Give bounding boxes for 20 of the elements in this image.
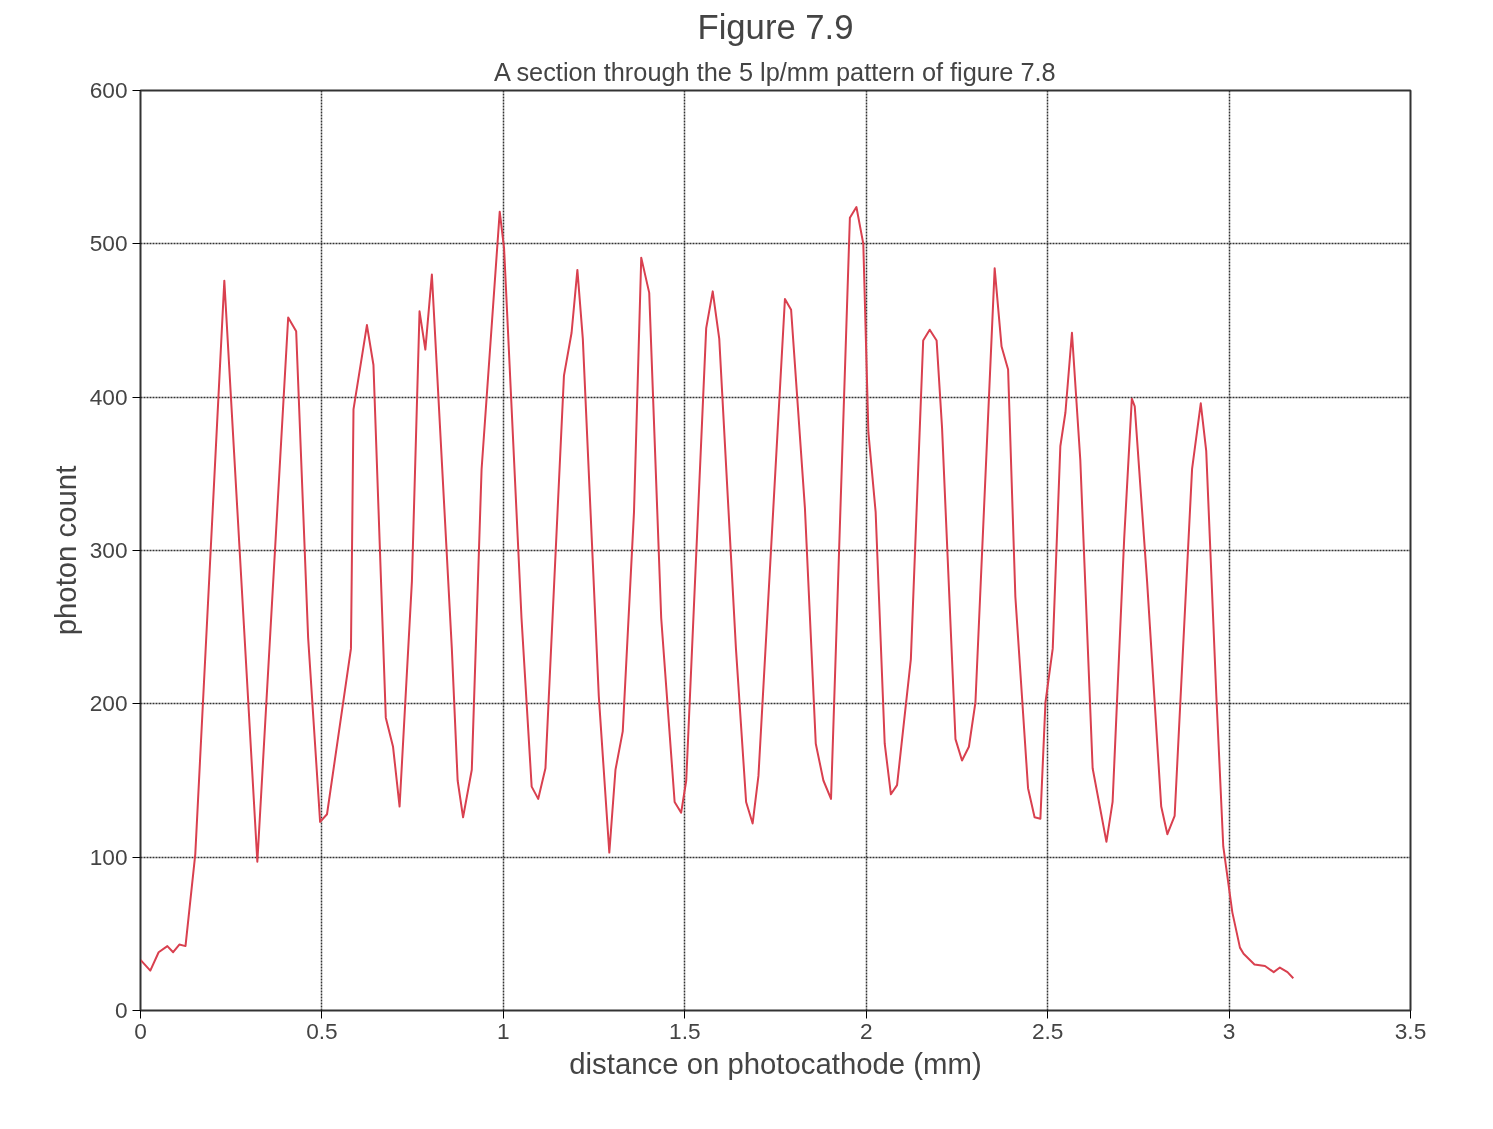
y-tick-label: 0 <box>114 997 128 1023</box>
y-tick-label: 500 <box>89 230 128 257</box>
x-tick-label: 3 <box>1222 1017 1236 1044</box>
line-series <box>140 206 1295 980</box>
y-tick-label: 200 <box>89 690 128 717</box>
x-tick-label: 1.5 <box>669 1017 701 1044</box>
x-tick-label: 2.5 <box>1031 1017 1064 1044</box>
y-tick-label: 300 <box>89 537 128 563</box>
x-tick-label: 3.5 <box>1394 1017 1427 1044</box>
y-tick-label: 400 <box>89 383 128 410</box>
x-tick-label: 0.5 <box>306 1017 338 1044</box>
y-tick-label: 600 <box>89 77 128 103</box>
x-tick-label: 0 <box>134 1017 147 1044</box>
x-tick-label: 1 <box>497 1017 510 1044</box>
y-axis-title: photon count <box>48 465 82 636</box>
chart-title: Figure 7.9 <box>697 7 854 46</box>
chart-subtitle: A section through the 5 lp/mm pattern of figure 7.8 <box>493 57 1056 86</box>
y-tick-label: 100 <box>89 843 128 870</box>
x-axis-title: distance on photocathode (mm) <box>569 1046 982 1080</box>
x-tick-label: 2 <box>859 1017 873 1044</box>
